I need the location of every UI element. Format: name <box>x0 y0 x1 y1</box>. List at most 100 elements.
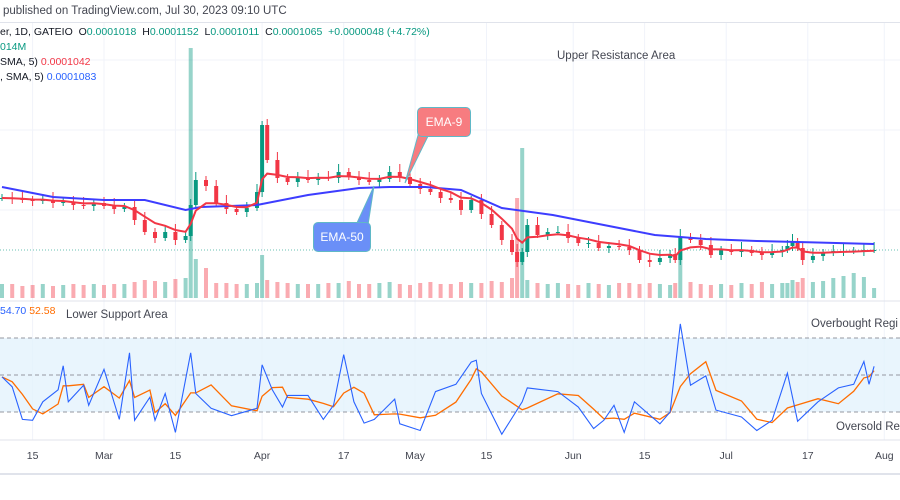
x-tick-label: 17 <box>337 450 350 462</box>
volume-bar <box>285 283 290 298</box>
volume-bar <box>234 284 239 298</box>
open-label: O <box>78 26 87 38</box>
volume-bar <box>810 282 815 298</box>
candle-body <box>448 198 453 200</box>
change-value: +0.0000048 (+4.72%) <box>328 26 430 38</box>
candle-body <box>555 232 560 233</box>
candle-body <box>142 220 147 232</box>
publish-bar: published on TradingView.com, Jul 30, 20… <box>0 0 900 23</box>
volume-bar <box>377 283 382 298</box>
candle-body <box>545 232 550 235</box>
x-tick-label: Jul <box>719 450 733 462</box>
volume-bar <box>647 283 652 298</box>
volume-bar <box>336 283 341 298</box>
volume-bar <box>397 284 402 298</box>
x-tick-label: 17 <box>801 450 814 462</box>
candle-body <box>61 202 66 203</box>
volume-bar <box>719 284 724 298</box>
volume-bar <box>224 283 229 298</box>
candle-body <box>515 252 520 262</box>
candle-body <box>295 178 300 182</box>
candle-body <box>91 203 96 206</box>
candle-body <box>800 248 805 260</box>
x-tick-label: May <box>405 450 426 462</box>
volume-bar <box>596 284 601 298</box>
volume-bar <box>525 280 530 298</box>
ema50-legend: , SMA, 5) 0.0001083 <box>0 71 96 83</box>
x-tick-label: 15 <box>26 450 39 462</box>
candle-body <box>606 246 611 248</box>
volume-bar <box>785 283 790 298</box>
volume-bar <box>357 284 361 298</box>
volume-bar <box>637 284 642 298</box>
candle-body <box>668 254 673 258</box>
rsi-legend: 54.70 52.58 <box>0 305 55 317</box>
volume-bar <box>122 284 127 298</box>
volume-legend: 014M <box>0 41 27 53</box>
volume-bar <box>112 284 117 298</box>
ema50-callout[interactable]: EMA-50 <box>313 222 371 252</box>
candle-body <box>821 253 826 256</box>
volume-bar <box>153 281 157 298</box>
candle-body <box>234 209 239 212</box>
candle-body <box>479 200 484 214</box>
high-label: H <box>142 26 150 38</box>
candle-body <box>499 225 504 240</box>
ema9-legend-value: 0.0001042 <box>40 56 91 68</box>
volume-bar <box>831 278 836 298</box>
candle-body <box>469 200 474 210</box>
x-tick-label: 15 <box>480 450 493 462</box>
volume-bar <box>275 282 280 298</box>
volume-bar <box>800 278 805 298</box>
lower-support-label[interactable]: Lower Support Area <box>66 309 168 321</box>
candle-body <box>204 180 208 186</box>
candle-body <box>637 250 642 260</box>
volume-bar <box>61 285 66 298</box>
volume-bar <box>535 283 540 298</box>
candle-body <box>260 125 265 192</box>
rsi-ma-line <box>1 360 875 424</box>
volume-bar <box>102 285 106 298</box>
volume-bar <box>408 285 412 298</box>
published-text: published on TradingView.com, Jul 30, 20… <box>3 5 287 17</box>
volume-bar <box>0 284 4 298</box>
candle-body <box>71 202 76 205</box>
volume-bar <box>81 285 86 298</box>
candle-body <box>510 240 514 252</box>
volume-bar <box>499 282 504 298</box>
volume-bar <box>346 281 351 298</box>
candle-body <box>489 214 494 225</box>
ohlc-legend: er, 1D, GATEIO O0.0001018 H0.0001152 L0.… <box>0 26 430 38</box>
candle-body <box>173 232 178 240</box>
volume-bar <box>255 283 259 298</box>
volume-bar <box>479 283 484 298</box>
overbought-label[interactable]: Overbought Regi <box>811 318 898 330</box>
ema50-legend-value: 0.0001083 <box>46 71 97 83</box>
low-label: L <box>204 26 211 38</box>
symbol-label: er, 1D, GATEIO <box>0 26 73 38</box>
ema9-callout[interactable]: EMA-9 <box>417 107 471 137</box>
candle-body <box>459 200 463 210</box>
volume-bar <box>448 284 453 298</box>
ema50-line <box>1 186 875 245</box>
volume-bar <box>438 284 443 298</box>
candle-body <box>520 252 525 262</box>
candle-body <box>647 260 652 262</box>
volume-bar <box>295 284 300 298</box>
candle-body <box>576 238 581 243</box>
upper-resistance-label[interactable]: Upper Resistance Area <box>557 50 676 62</box>
candle-body <box>112 206 117 209</box>
volume-bar <box>872 288 877 298</box>
oversold-label[interactable]: Oversold Re <box>836 421 900 433</box>
ema50-callout-pointer <box>355 185 375 226</box>
ema9-legend: SMA, 5) 0.0001042 <box>0 56 91 68</box>
candle-body <box>132 207 137 220</box>
volume-bar <box>780 283 785 298</box>
volume-bar <box>566 284 571 298</box>
volume-bar <box>428 282 433 298</box>
candle-body <box>617 246 622 247</box>
volume-bar <box>173 279 178 298</box>
low-value: 0.0001011 <box>210 26 260 38</box>
volume-bar <box>555 283 560 298</box>
